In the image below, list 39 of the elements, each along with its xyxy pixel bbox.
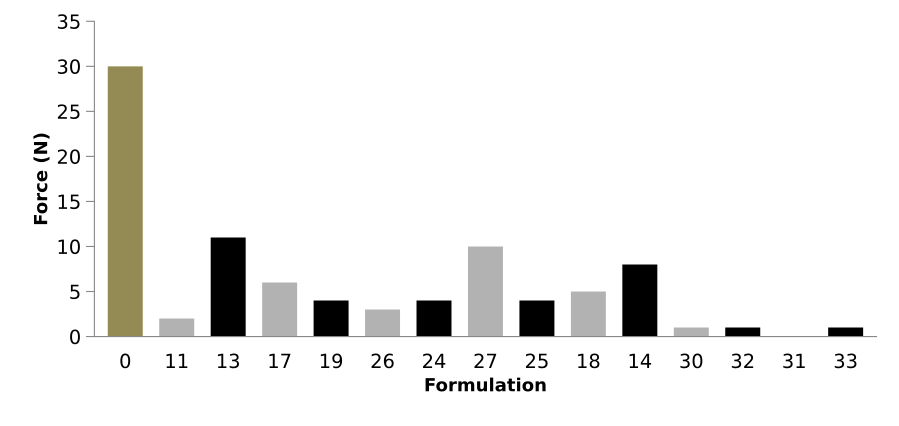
x-tick-label: 18	[578, 354, 600, 368]
bar	[570, 292, 606, 337]
x-axis-title: Formulation	[426, 378, 546, 392]
bar	[210, 237, 246, 337]
bar	[674, 328, 709, 337]
bar	[262, 282, 298, 337]
x-tick-label: 19	[320, 354, 342, 368]
bar	[108, 66, 143, 337]
y-tick-label: 5	[70, 284, 80, 300]
x-tick-label: 25	[526, 354, 548, 368]
x-tick-label: 24	[423, 354, 446, 368]
y-tick-label: 25	[58, 104, 80, 120]
bar	[828, 328, 864, 337]
x-tick-label: 32	[732, 354, 754, 368]
y-tick-label: 30	[58, 59, 80, 74]
x-tick-label: 31	[783, 354, 805, 368]
bar	[725, 328, 760, 337]
y-tick-label: 10	[58, 239, 80, 254]
bar	[365, 310, 400, 337]
x-tick-label: 11	[166, 354, 188, 368]
bar	[159, 318, 194, 337]
bar	[622, 264, 658, 337]
bar	[314, 300, 349, 337]
bar	[468, 246, 503, 337]
x-tick-label: 14	[630, 354, 652, 368]
y-tick-label: 0	[70, 329, 80, 344]
bar	[416, 300, 452, 337]
x-tick-label: 0	[120, 354, 130, 368]
x-tick-label: 26	[372, 354, 394, 368]
bar	[519, 300, 554, 337]
y-tick-label: 35	[58, 14, 80, 29]
x-tick-label: 17	[269, 354, 290, 368]
y-tick-label: 20	[58, 149, 80, 164]
x-tick-label: 30	[680, 354, 702, 368]
x-tick-label: 13	[218, 354, 239, 368]
y-axis-title: Force (N)	[33, 134, 50, 224]
x-tick-label: 27	[474, 354, 496, 368]
y-tick-label: 15	[58, 194, 80, 210]
x-tick-label: 33	[834, 354, 856, 368]
